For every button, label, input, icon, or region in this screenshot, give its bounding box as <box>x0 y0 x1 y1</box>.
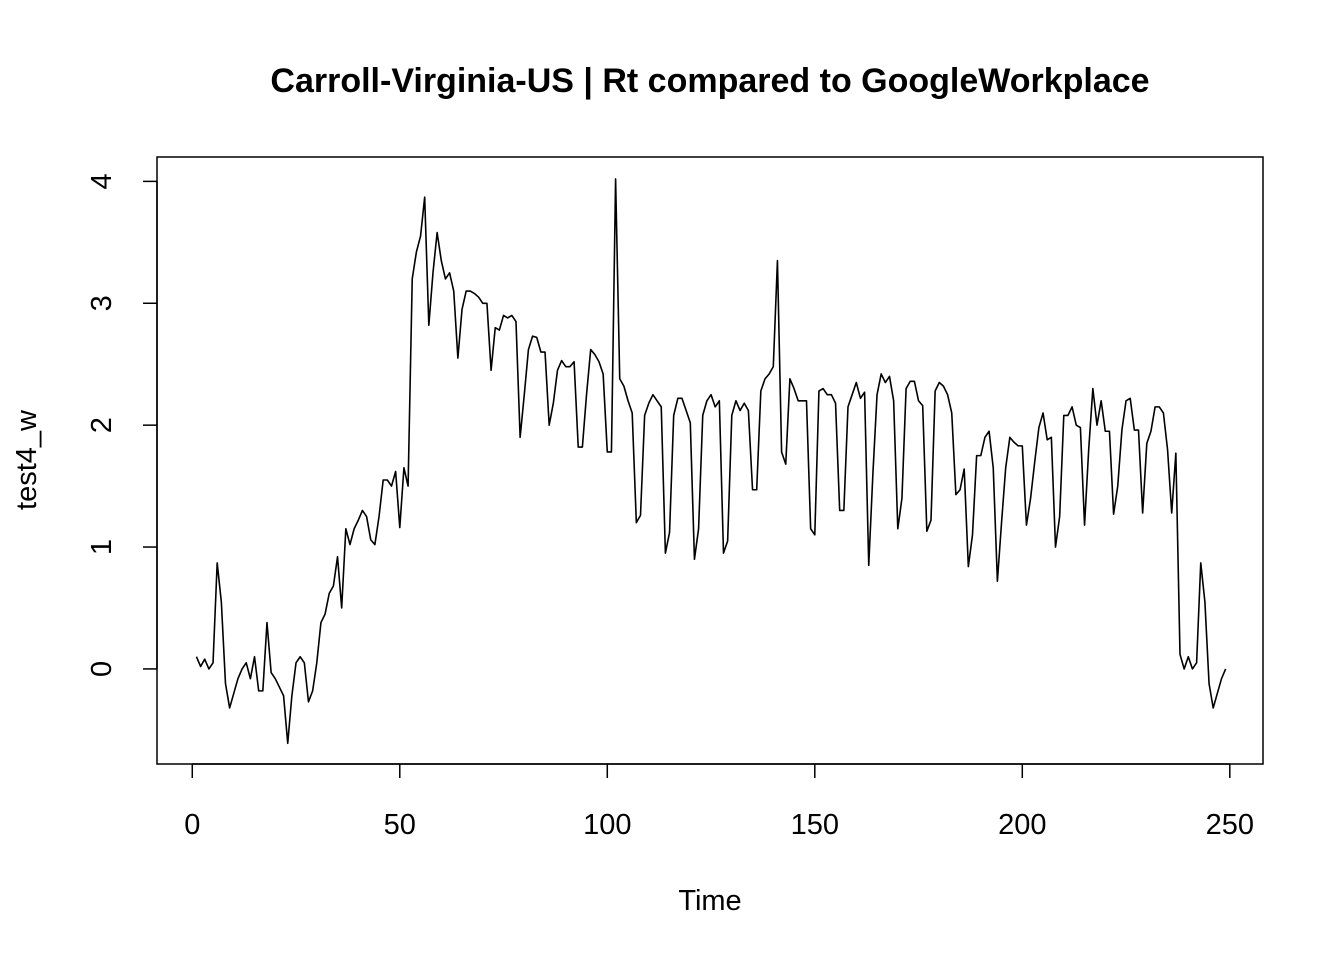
y-tick-label: 2 <box>86 417 118 433</box>
x-tick-label: 150 <box>791 809 839 841</box>
x-axis-label: Time <box>678 885 741 917</box>
y-tick-label: 4 <box>86 173 118 189</box>
y-axis: 0 1 2 3 4 <box>86 173 158 677</box>
x-tick-label: 0 <box>184 809 200 841</box>
rt-series-line <box>195 178 1227 745</box>
x-tick-label: 250 <box>1206 809 1254 841</box>
plot-frame <box>156 156 1264 765</box>
x-tick-label: 200 <box>998 809 1046 841</box>
x-axis: 0 50 100 150 200 250 <box>184 763 1254 841</box>
y-tick-label: 3 <box>86 295 118 311</box>
chart-title: Carroll-Virginia-US | Rt compared to Goo… <box>270 62 1149 100</box>
y-tick-label: 1 <box>86 539 118 555</box>
y-tick-label: 0 <box>86 661 118 677</box>
x-tick-label: 50 <box>384 809 416 841</box>
x-tick-label: 100 <box>583 809 631 841</box>
y-axis-label: test4_w <box>11 409 43 510</box>
